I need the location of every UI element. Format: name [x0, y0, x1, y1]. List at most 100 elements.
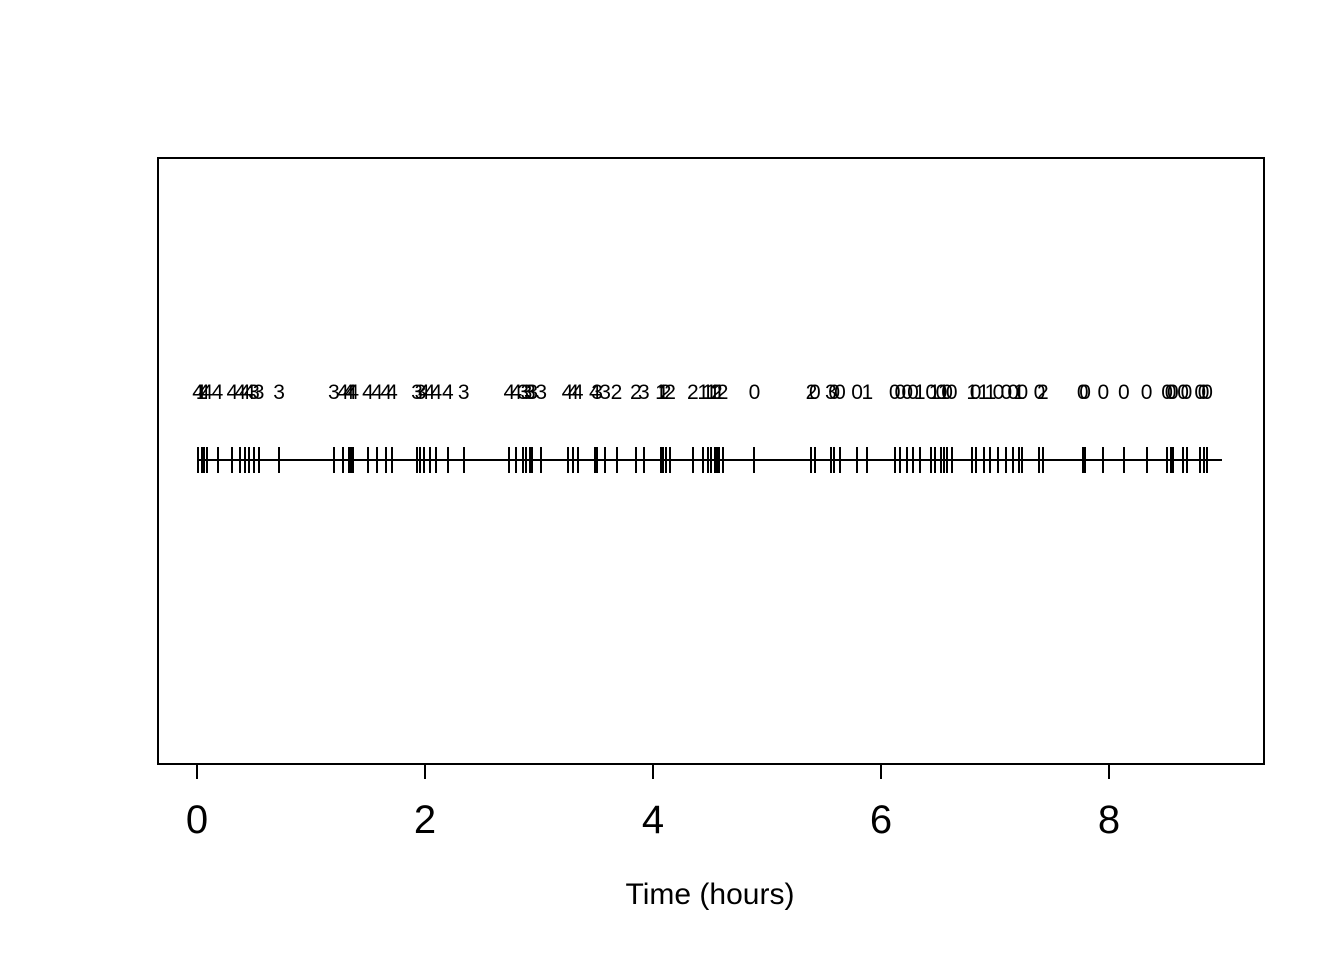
event-tick [833, 447, 836, 473]
event-tick [906, 447, 909, 473]
event-mark-label: 0 [834, 380, 846, 404]
event-mark-label: 4 [234, 380, 247, 404]
event-mark-label: 3 [526, 380, 538, 404]
x-axis-tick [424, 765, 426, 779]
event-mark-label: 3 [273, 380, 285, 404]
event-tick [982, 447, 985, 473]
event-mark-label: 3 [414, 380, 427, 404]
event-mark-label: 3 [457, 380, 470, 404]
event-tick [946, 447, 949, 473]
event-tick [367, 447, 369, 473]
event-tick [715, 447, 718, 473]
event-mark-label: 1 [913, 380, 926, 404]
event-mark-label: 0 [1076, 380, 1089, 404]
event-tick [253, 447, 255, 473]
event-tick [522, 447, 525, 473]
event-mark-label: 4 [430, 380, 443, 404]
event-tick [1166, 447, 1169, 473]
event-mark-label: 3 [591, 380, 603, 404]
event-tick [710, 447, 713, 473]
event-mark-label: 3 [252, 380, 265, 404]
event-mark-label: 3 [411, 380, 423, 404]
event-mark-label: 3 [638, 380, 650, 404]
event-mark-label: 0 [894, 380, 907, 404]
event-tick [572, 447, 575, 473]
event-mark-label: 4 [197, 380, 210, 404]
event-tick [642, 447, 645, 473]
event-mark-label: 3 [599, 380, 611, 404]
event-mark-label: 0 [1000, 380, 1013, 404]
event-tick [239, 447, 242, 473]
event-tick [435, 447, 438, 473]
event-tick [669, 447, 672, 473]
event-tick [1038, 447, 1041, 473]
event-mark-label: 0 [1117, 380, 1130, 404]
event-mark-label: 4 [386, 380, 398, 404]
event-mark-label: 0 [1177, 380, 1189, 404]
event-tick [515, 447, 518, 473]
event-mark-label: 0 [925, 380, 937, 404]
event-mark-label: 1 [657, 380, 670, 404]
event-tick [664, 447, 667, 473]
event-tick [206, 447, 209, 473]
event-tick [531, 447, 534, 473]
event-tick [332, 447, 335, 473]
event-mark-label: 0 [1194, 380, 1207, 404]
event-mark-label: 1 [928, 380, 941, 404]
event-tick [216, 447, 219, 473]
event-mark-label: 0 [1180, 380, 1193, 404]
event-mark-label: 3 [248, 380, 260, 404]
event-mark-label: 0 [888, 380, 901, 404]
event-mark-label: 3 [524, 380, 536, 404]
event-tick [813, 447, 816, 473]
event-mark-label: 3 [824, 380, 837, 404]
event-tick [810, 447, 813, 473]
event-tick [662, 447, 665, 473]
event-tick [446, 447, 449, 473]
event-mark-label: 4 [211, 380, 224, 404]
event-mark-label: 0 [1016, 380, 1029, 404]
event-tick [416, 447, 419, 473]
event-tick [1041, 447, 1044, 473]
event-mark-label: 0 [748, 380, 761, 404]
event-mark-label: 4 [589, 380, 601, 404]
event-mark-label: 4 [239, 380, 251, 404]
event-tick [971, 447, 974, 473]
event-mark-label: 4 [503, 380, 516, 404]
event-mark-label: 4 [423, 380, 436, 404]
event-tick [566, 447, 569, 473]
event-tick [231, 447, 234, 473]
event-mark-label: 0 [1007, 380, 1020, 404]
event-mark-label: 0 [992, 380, 1005, 404]
event-mark-label: 4 [441, 380, 454, 404]
event-mark-label: 4 [571, 380, 584, 404]
event-mark-label: 0 [1140, 380, 1153, 404]
event-mark-label: 4 [371, 380, 383, 404]
event-mark-label: 2 [687, 380, 699, 404]
event-mark-label: 3 [517, 380, 529, 404]
event-mark-label: 4 [192, 380, 204, 404]
event-mark-label: 3 [327, 380, 340, 404]
event-tick [1202, 447, 1205, 473]
event-timeline [197, 459, 1222, 461]
event-tick [933, 447, 936, 473]
event-mark-label: 4 [243, 380, 256, 404]
event-tick [257, 447, 260, 473]
event-mark-label: 1 [966, 380, 979, 404]
event-mark-label: 1 [195, 380, 208, 404]
event-mark-label: 4 [567, 380, 580, 404]
event-mark-label: 0 [1033, 380, 1046, 404]
event-tick [702, 447, 705, 473]
event-tick [659, 447, 662, 473]
event-mark-label: 4 [201, 380, 214, 404]
event-tick [950, 447, 953, 473]
event-mark-label: 4 [345, 380, 357, 404]
event-tick [691, 447, 694, 473]
event-tick [428, 447, 431, 473]
event-tick [1145, 447, 1148, 473]
event-tick [829, 447, 832, 473]
event-tick [1185, 447, 1188, 473]
event-mark-label: 4 [342, 380, 355, 404]
event-mark-label: 0 [969, 380, 982, 404]
